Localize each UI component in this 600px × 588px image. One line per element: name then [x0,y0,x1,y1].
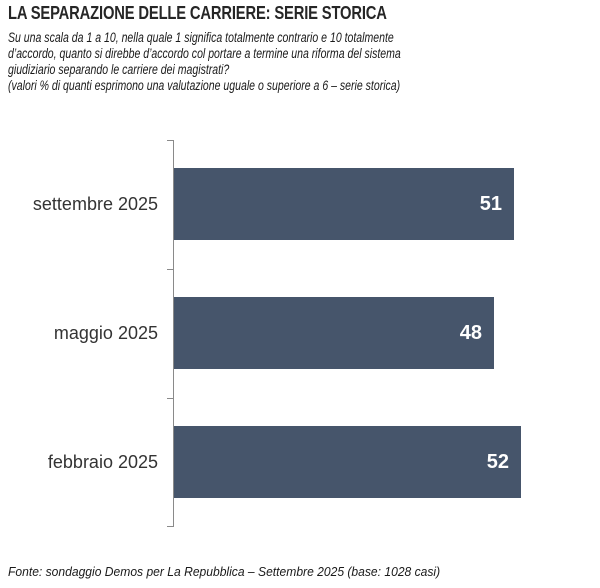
bar-maggio-2025: 48 [174,297,494,369]
subtitle-line-4: (valori % di quanti esprimono una valuta… [8,78,401,93]
horizontal-bar-chart: settembre 2025 51 maggio 2025 48 febbrai… [0,140,600,528]
bar-febbraio-2025: 52 [174,426,521,498]
bar-value-label: 48 [459,321,482,344]
page-title: LA SEPARAZIONE DELLE CARRIERE: SERIE STO… [8,3,387,23]
bar-value-label: 51 [479,192,502,215]
bar-value-label: 52 [486,450,509,473]
axis-tick [167,269,174,270]
subtitle-line-2: d’accordo, quanto si direbbe d’accordo c… [8,46,401,61]
bar-settembre-2025: 51 [174,168,514,240]
category-axis-line [173,140,174,527]
axis-tick [167,140,174,141]
bar-row-maggio-2025: maggio 2025 48 [0,297,600,369]
chart-subtitle: Su una scala da 1 a 10, nella quale 1 si… [8,30,401,94]
axis-tick [167,526,174,527]
axis-tick [167,398,174,399]
subtitle-line-3: giudiziario separando le carriere dei ma… [8,62,230,77]
bar-row-settembre-2025: settembre 2025 51 [0,168,600,240]
source-note: Fonte: sondaggio Demos per La Repubblica… [8,564,441,579]
category-label: maggio 2025 [53,323,158,343]
subtitle-line-1: Su una scala da 1 a 10, nella quale 1 si… [8,30,394,45]
bar-row-febbraio-2025: febbraio 2025 52 [0,426,600,498]
category-label: febbraio 2025 [47,452,158,472]
category-label: settembre 2025 [32,194,158,214]
